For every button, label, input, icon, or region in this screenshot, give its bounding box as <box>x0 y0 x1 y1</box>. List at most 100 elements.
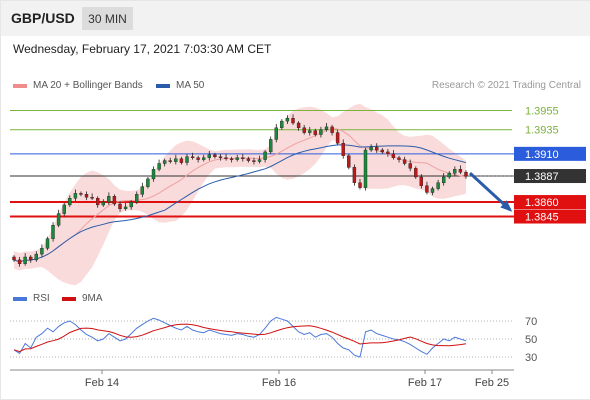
candle-58 <box>335 132 340 144</box>
ma50-line <box>13 144 467 263</box>
candle-63 <box>363 149 368 188</box>
legend-rsi: RSI <box>13 293 50 304</box>
legend-ma50: MA 50 <box>156 80 204 91</box>
candle-55 <box>319 129 323 135</box>
candle-51 <box>296 122 301 129</box>
candle-74 <box>425 185 429 193</box>
candle-38 <box>224 157 228 159</box>
copyright-text: Research © 2021 Trading Central <box>431 80 581 91</box>
candle-48 <box>280 120 284 128</box>
price-panel: 1.3955 1.3935 1.3910 1.3887 1.3860 1.3845 <box>10 103 586 286</box>
candle-54 <box>313 130 317 135</box>
rsi-ma-line <box>13 323 467 353</box>
candle-29 <box>174 158 178 162</box>
rsi-level-label-1: 50 <box>525 334 537 346</box>
candle-59 <box>341 142 345 156</box>
candle-21 <box>129 201 133 208</box>
candle-7 <box>51 224 55 239</box>
legend-rsi-ma: 9MA <box>62 293 103 304</box>
candle-5 <box>40 248 44 255</box>
candle-0 <box>12 256 16 261</box>
candle-3 <box>29 256 33 261</box>
timeframe-button[interactable]: 30 MIN <box>82 7 133 30</box>
price-badge-label-3: 1.3887 <box>525 171 559 183</box>
candle-35 <box>207 154 212 158</box>
candle-1 <box>17 259 22 264</box>
candle-10 <box>68 197 72 206</box>
candle-31 <box>185 156 189 163</box>
candle-34 <box>201 157 206 160</box>
candle-42 <box>246 158 251 161</box>
candle-77 <box>442 176 446 184</box>
chart-timestamp: Wednesday, February 17, 2021 7:03:30 AM … <box>13 42 272 56</box>
legend-rsi-ma-label: 9MA <box>82 293 103 304</box>
level-label-0: 1.3955 <box>525 105 559 117</box>
candle-24 <box>146 178 150 187</box>
candle-64 <box>369 146 373 151</box>
x-axis: Feb 14 Feb 16 Feb 17 Feb 25 <box>10 369 514 389</box>
forecast-arrow-head <box>500 200 513 212</box>
legend-ma20-label: MA 20 + Bollinger Bands <box>33 80 143 91</box>
price-badge-label-2: 1.3910 <box>525 149 559 161</box>
price-badge-label-5: 1.3845 <box>525 212 559 224</box>
candle-70 <box>402 159 407 164</box>
candle-72 <box>414 168 418 178</box>
candle-23 <box>140 186 145 195</box>
candle-17 <box>107 196 111 203</box>
candle-33 <box>196 157 200 160</box>
rsi-line <box>13 316 467 358</box>
rsi-ma-swatch <box>62 296 76 301</box>
candle-62 <box>358 182 362 188</box>
candle-30 <box>179 158 184 163</box>
x-tick-label-0: Feb 14 <box>85 377 119 389</box>
candle-8 <box>56 213 61 226</box>
candle-27 <box>162 160 167 164</box>
candle-9 <box>62 204 66 214</box>
candle-68 <box>391 153 396 158</box>
candle-44 <box>257 159 262 162</box>
candle-57 <box>330 126 334 133</box>
x-tick-label-2: Feb 17 <box>408 377 442 389</box>
candle-28 <box>168 160 172 162</box>
x-tick-label-1: Feb 16 <box>262 377 296 389</box>
candle-36 <box>213 154 217 157</box>
legend-rsi-label: RSI <box>33 293 50 304</box>
candle-80 <box>458 169 463 173</box>
candle-25 <box>151 169 156 180</box>
candle-16 <box>101 201 106 206</box>
candle-18 <box>112 196 117 205</box>
candle-2 <box>23 256 27 264</box>
candle-69 <box>397 157 401 160</box>
candle-43 <box>252 160 256 162</box>
rsi-level-label-0: 70 <box>525 316 537 328</box>
candle-75 <box>430 188 435 193</box>
price-badge-label-4: 1.3860 <box>525 197 559 209</box>
ma50-swatch <box>156 83 170 88</box>
candle-4 <box>34 253 38 261</box>
level-label-1: 1.3935 <box>525 125 559 137</box>
candle-50 <box>291 117 295 124</box>
legend-ma20-bollinger: MA 20 + Bollinger Bands <box>13 80 143 91</box>
ma20-line <box>13 128 467 263</box>
x-tick-label-3: Feb 25 <box>475 377 509 389</box>
candle-39 <box>229 158 234 160</box>
candle-73 <box>419 176 423 186</box>
candle-66 <box>380 149 384 153</box>
candle-56 <box>324 126 329 131</box>
rsi-panel: 70 50 30 <box>10 316 537 364</box>
candle-60 <box>347 155 351 168</box>
candle-11 <box>73 193 78 199</box>
candle-14 <box>90 196 94 199</box>
price-badge-2 <box>514 146 586 161</box>
candle-47 <box>274 127 278 140</box>
candle-6 <box>45 238 50 249</box>
price-badge-4 <box>514 195 586 210</box>
candle-61 <box>352 167 357 183</box>
candle-67 <box>386 151 390 154</box>
price-badge-5 <box>514 209 586 224</box>
candle-49 <box>285 117 290 122</box>
candle-40 <box>235 157 239 160</box>
candle-41 <box>241 157 245 159</box>
candle-52 <box>302 127 306 133</box>
